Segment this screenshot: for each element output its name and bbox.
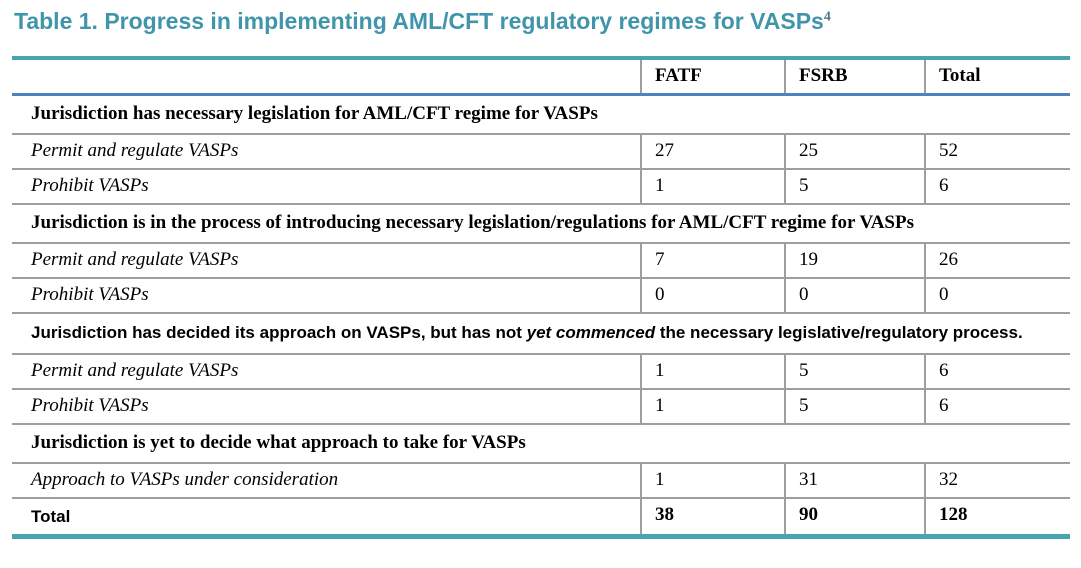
value-fsrb: 0 [784,278,925,313]
value-total: 128 [924,498,1070,537]
table-row: Permit and regulate VASPs 1 5 6 [12,354,1070,389]
column-header-empty [12,58,641,95]
header-row: FATF FSRB Total [12,58,1070,95]
value-fatf: 1 [640,389,785,424]
value-fsrb: 5 [784,354,925,389]
value-total: 6 [924,354,1070,389]
row-label: Prohibit VASPs [31,284,149,305]
table-row: Permit and regulate VASPs 7 19 26 [12,243,1070,278]
value-fsrb: 31 [784,463,925,498]
row-label: Prohibit VASPs [31,175,149,196]
row-label: Permit and regulate VASPs [31,360,239,381]
row-label: Prohibit VASPs [31,395,149,416]
section-label: Jurisdiction has decided its approach on… [12,313,1070,354]
section-row: Jurisdiction has decided its approach on… [12,313,1070,354]
column-header-fsrb: FSRB [784,58,925,95]
section-label-after: the necessary legislative/regulatory pro… [655,323,1023,342]
table-title-text: Table 1. Progress in implementing AML/CF… [14,8,824,34]
column-header-fatf: FATF [640,58,785,95]
value-fatf: 0 [640,278,785,313]
value-fsrb: 90 [784,498,925,537]
table-row: Prohibit VASPs 1 5 6 [12,169,1070,204]
value-total: 26 [924,243,1070,278]
value-total: 32 [924,463,1070,498]
section-label: Jurisdiction is in the process of introd… [31,212,914,233]
section-row: Jurisdiction is in the process of introd… [12,204,1070,243]
footnote-reference: 4 [823,9,831,25]
row-label: Approach to VASPs under consideration [31,469,339,490]
value-fsrb: 5 [784,389,925,424]
value-fsrb: 19 [784,243,925,278]
value-fatf: 1 [640,463,785,498]
table-row: Approach to VASPs under consideration 1 … [12,463,1070,498]
value-fatf: 1 [640,354,785,389]
value-fatf: 1 [640,169,785,204]
vasp-progress-table: FATF FSRB Total Jurisdiction has necessa… [12,56,1070,539]
section-row: Jurisdiction has necessary legislation f… [12,94,1070,135]
column-header-total: Total [924,58,1070,95]
value-total: 6 [924,169,1070,204]
section-label: Jurisdiction has necessary legislation f… [31,103,598,124]
value-fatf: 7 [640,243,785,278]
row-label: Permit and regulate VASPs [31,140,239,161]
section-label-italic: yet commenced [526,323,656,342]
total-row: Total 38 90 128 [12,498,1070,537]
section-label-before: Jurisdiction has decided its approach on… [31,323,527,342]
value-fatf: 27 [640,134,785,169]
section-label: Jurisdiction is yet to decide what appro… [31,432,526,453]
total-label: Total [31,507,71,526]
value-total: 6 [924,389,1070,424]
table-row: Permit and regulate VASPs 27 25 52 [12,134,1070,169]
table-title: Table 1. Progress in implementing AML/CF… [14,8,1070,35]
row-label: Permit and regulate VASPs [31,249,239,270]
value-fsrb: 25 [784,134,925,169]
table-row: Prohibit VASPs 1 5 6 [12,389,1070,424]
value-fsrb: 5 [784,169,925,204]
section-row: Jurisdiction is yet to decide what appro… [12,424,1070,463]
value-total: 52 [924,134,1070,169]
value-fatf: 38 [640,498,785,537]
value-total: 0 [924,278,1070,313]
table-row: Prohibit VASPs 0 0 0 [12,278,1070,313]
